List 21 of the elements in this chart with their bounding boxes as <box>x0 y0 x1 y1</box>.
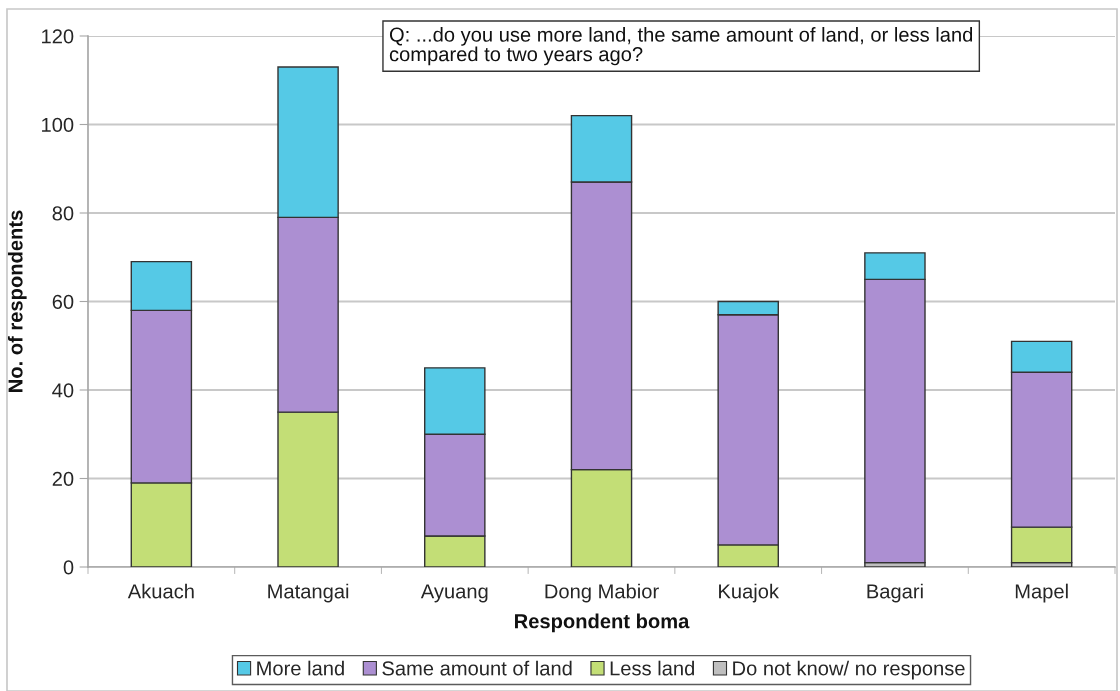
x-tick-label: Kuajok <box>719 583 780 603</box>
y-tick-label: 100 <box>42 117 74 132</box>
x-tick-label: Mapel <box>1015 583 1068 603</box>
x-axis-title: Respondent boma <box>515 613 690 633</box>
x-tick-label: Bagari <box>867 583 923 603</box>
x-tick-label: Matangai <box>268 583 349 603</box>
y-axis-title: No. of respondents <box>7 210 27 392</box>
annotation: Q: ...do you use more land, the same amount of land, or less land compared to two years ago? <box>389 27 973 66</box>
y-tick-label: 0 <box>63 560 74 575</box>
x-tick-label: Ayuang <box>420 584 488 603</box>
y-tick-label: 80 <box>52 206 74 221</box>
legend-label: Do not know/ no response <box>733 660 965 680</box>
y-tick-label: 60 <box>52 294 74 309</box>
legend-label: Less land <box>610 660 694 676</box>
y-tick-label: 40 <box>52 383 74 398</box>
legend-label: More land <box>257 660 344 676</box>
legend-label: Same amount of land <box>382 660 572 676</box>
y-tick-label: 120 <box>42 29 74 44</box>
x-tick-label: Akuach <box>127 583 194 599</box>
y-tick-label: 20 <box>52 471 74 486</box>
x-tick-label: Dong Mabior <box>545 583 659 603</box>
